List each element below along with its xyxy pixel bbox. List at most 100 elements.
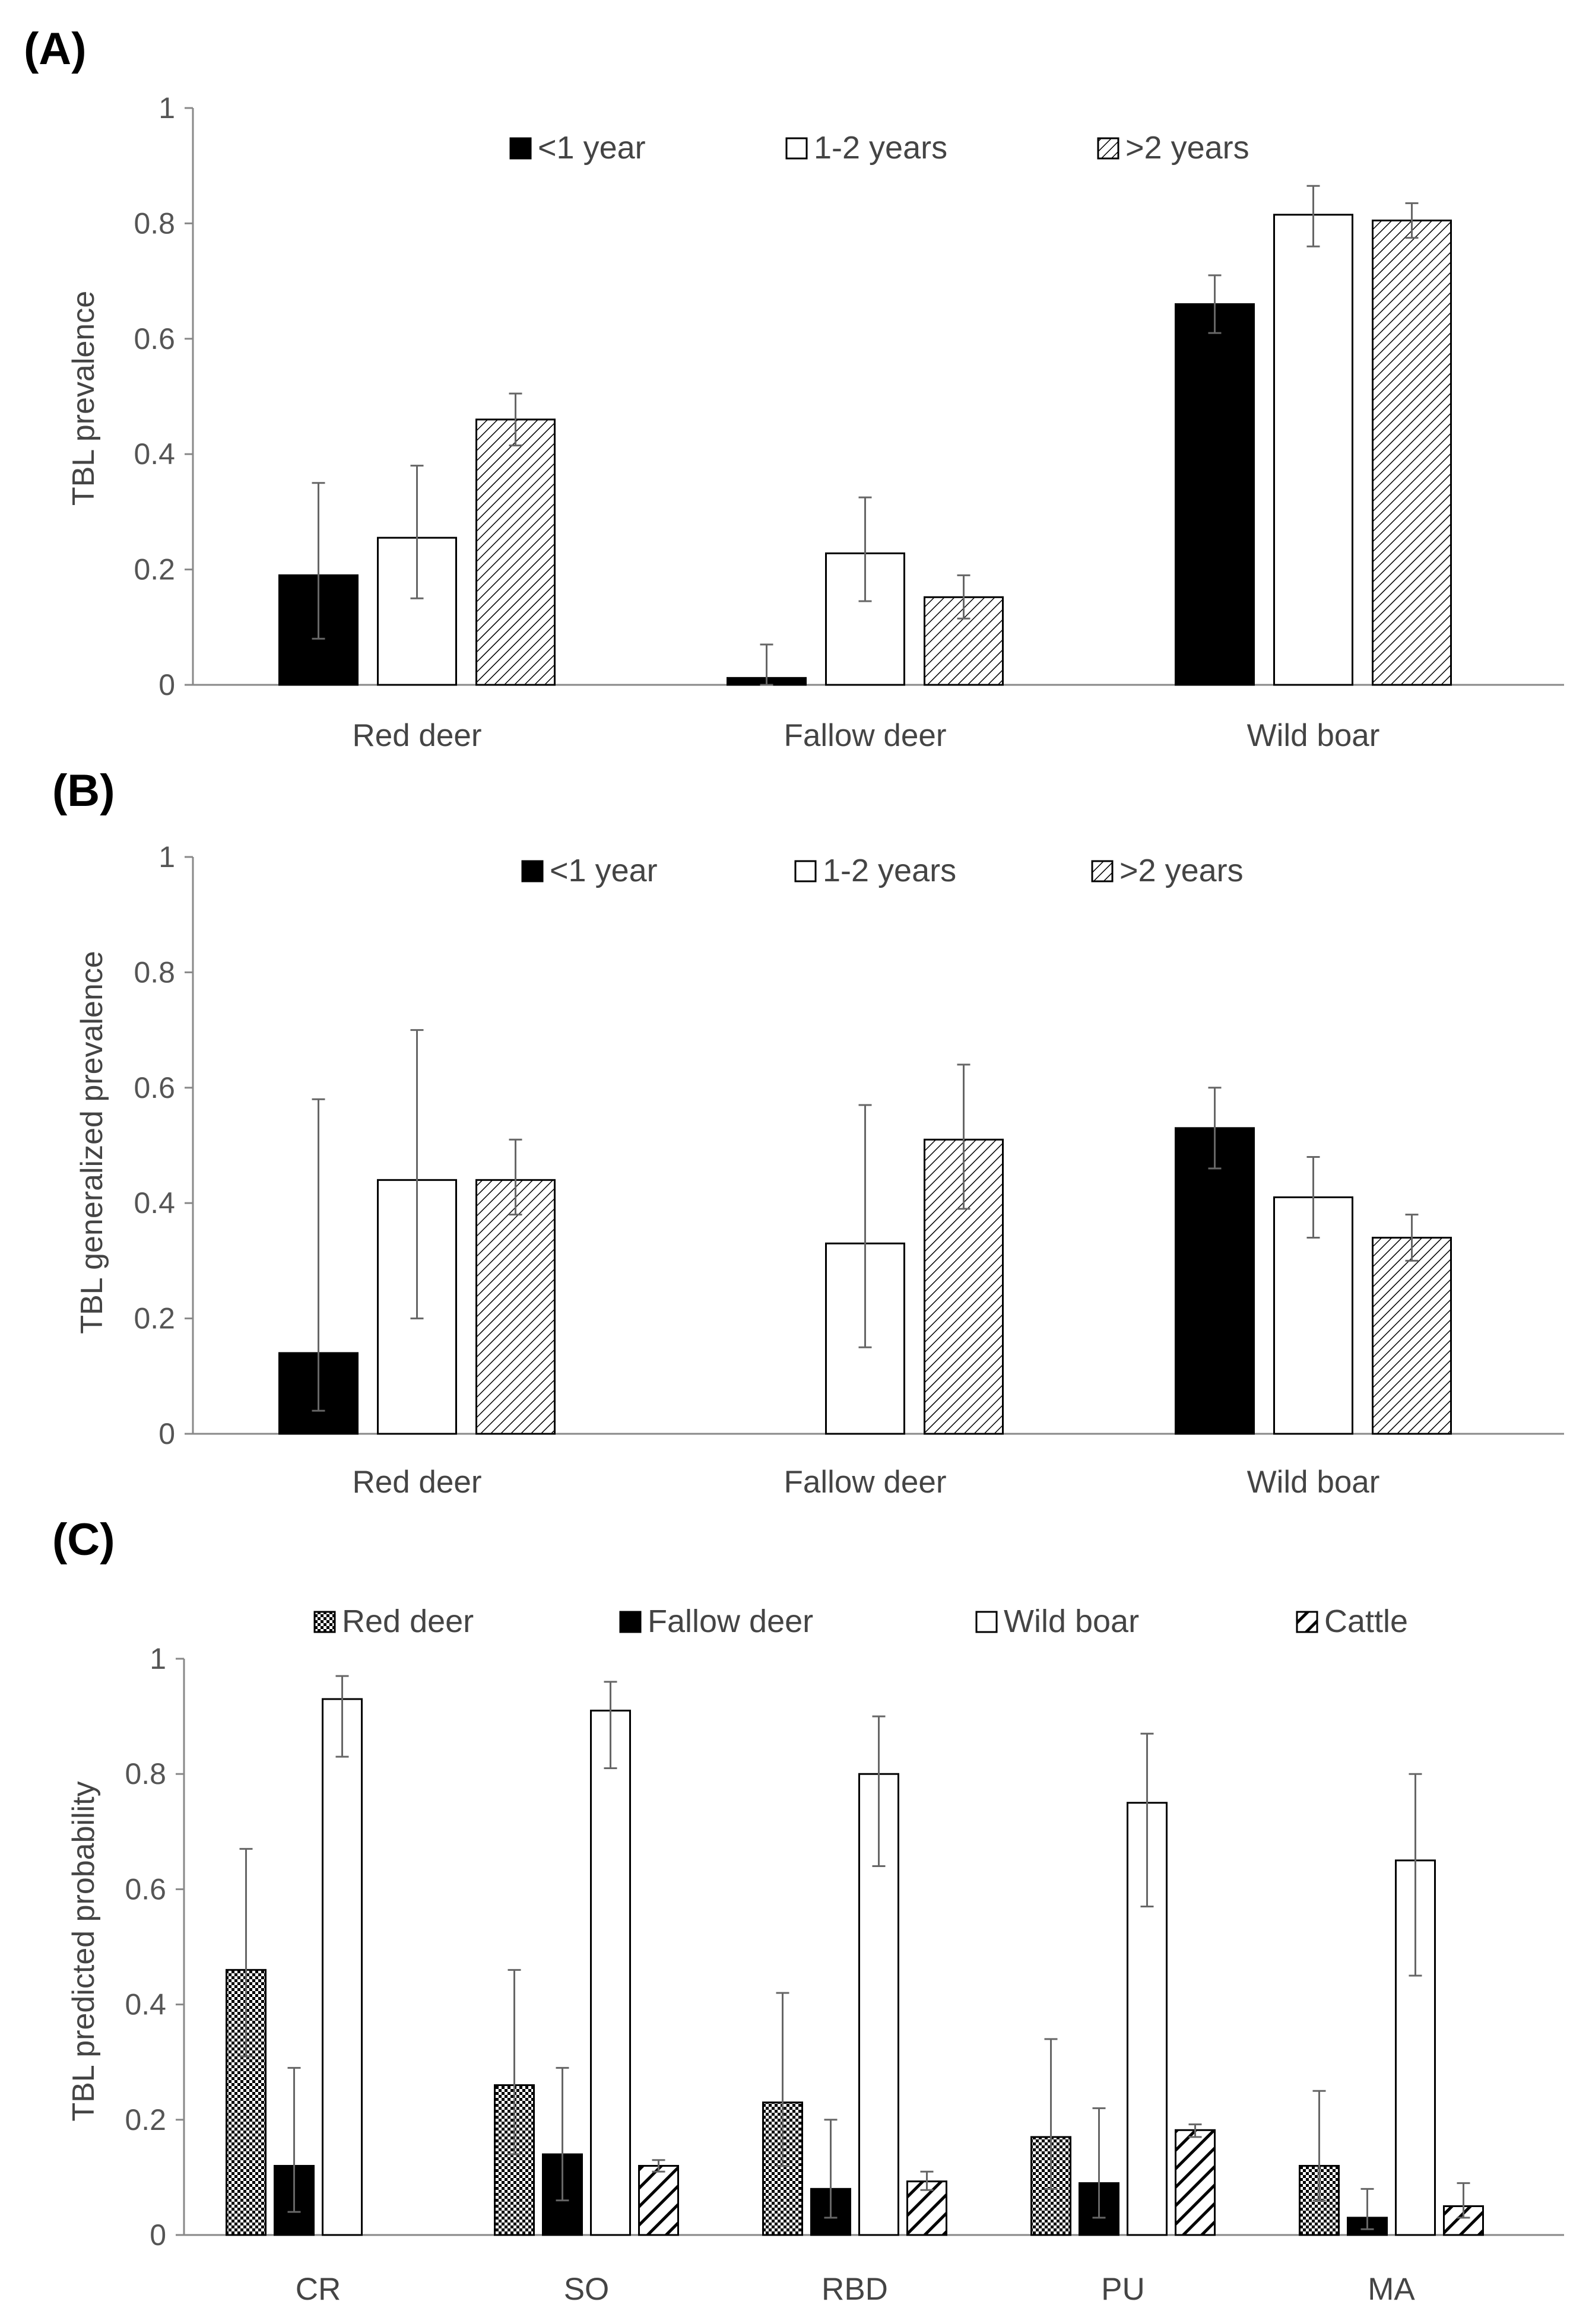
panel-c-error-bar	[287, 2066, 301, 2213]
panel-a-legend-label: <1 year	[538, 130, 646, 166]
panel-a-bar	[1273, 214, 1353, 686]
panel-c-legend-item: Wild boar	[975, 1604, 1139, 1639]
panel-b-y-tick-label: 0.4	[134, 1186, 175, 1220]
panel-c: (C) TBL predicted probability 0 0.2 0.4 0.6…	[52, 1515, 1564, 2307]
panel-b-error-bar	[1306, 1155, 1320, 1239]
panel-c-bar	[1175, 2129, 1216, 2236]
panel-b-legend-item: >2 years	[1091, 853, 1244, 888]
panel-c-legend-label: Red deer	[342, 1604, 474, 1639]
panel-c-bar	[590, 1709, 631, 2236]
panel-b-plot: 0 0.2 0.4 0.6 0.8 1 Red deer Fallow deer Wild bo…	[134, 840, 1564, 1500]
panel-c-legend-label: Cattle	[1324, 1604, 1408, 1639]
panel-c-y-tick-label: 0	[150, 2218, 166, 2252]
panel-a-legend-item: <1 year	[509, 130, 646, 166]
panel-b-legend-swatch	[521, 860, 544, 882]
panel-c-error-bar	[604, 1681, 617, 1769]
panel-c-error-bar	[1457, 2182, 1470, 2219]
panel-c-bar	[638, 2164, 679, 2236]
panel-b-legend-label: 1-2 years	[823, 853, 956, 888]
panel-c-y-axis-title: TBL predicted probability	[66, 1781, 101, 2121]
panel-a-legend-swatch	[1097, 137, 1119, 160]
panel-a-legend-label: 1-2 years	[814, 130, 947, 166]
panel-b-label: (B)	[52, 766, 115, 816]
panel-c-error-bar	[239, 1847, 253, 2058]
panel-c-label: (C)	[52, 1515, 115, 1565]
panel-b-bar	[1175, 1127, 1255, 1435]
panel-b-legend-label: >2 years	[1119, 853, 1244, 888]
panel-c-error-bar	[776, 1992, 789, 2167]
panel-b-error-bar	[957, 1063, 970, 1210]
panel-c-legend-item: Fallow deer	[619, 1604, 813, 1639]
panel-b: (B) TBL generalized prevalence 0 0.2 0.4 0.…	[52, 766, 1564, 1500]
panel-a-legend-item: >2 years	[1097, 130, 1249, 166]
panel-b-legend-item: <1 year	[521, 853, 658, 888]
panel-a-category-label: Fallow deer	[784, 718, 947, 753]
panel-b-error-bar	[312, 1098, 325, 1412]
panel-c-y-tick-label: 0.4	[125, 1988, 166, 2021]
panel-c-error-bar	[1360, 2188, 1374, 2230]
panel-a-error-bar	[760, 643, 773, 686]
panel-b-legend-label: <1 year	[550, 853, 658, 888]
panel-a-bar	[1175, 303, 1255, 686]
panel-c-error-bar	[1312, 2090, 1326, 2202]
panel-b-y-tick-label: 0.2	[134, 1302, 175, 1335]
panel-c-error-bar	[1044, 2038, 1058, 2190]
panel-c-error-bar	[920, 2170, 934, 2191]
panel-c-y-tick-label: 1	[150, 1642, 166, 1675]
panel-c-error-bar	[1140, 1732, 1154, 1908]
panel-c-y-tick-label: 0.6	[125, 1872, 166, 1906]
panel-c-error-bar	[335, 1675, 349, 1758]
panel-c-error-bar	[824, 2119, 838, 2219]
panel-c-legend-label: Fallow deer	[648, 1604, 813, 1639]
panel-c-error-bar	[508, 1969, 521, 2155]
panel-a-y-tick-label: 0.2	[134, 553, 175, 586]
panel-a: (A) TBL prevalence 0 0.2 0.4 0.6 0.8 1 Red dee…	[24, 24, 1564, 753]
panel-a-error-bar	[1405, 202, 1419, 239]
panel-a-category-label: Red deer	[352, 718, 481, 753]
panel-a-legend-swatch	[509, 137, 532, 160]
panel-b-bar	[475, 1179, 556, 1435]
panel-a-legend-swatch	[785, 137, 808, 160]
panel-a-category-label: Wild boar	[1247, 718, 1380, 753]
panel-a-error-bar	[858, 496, 872, 602]
panel-b-bar	[1372, 1237, 1452, 1435]
panel-a-y-tick-label: 0.6	[134, 322, 175, 355]
panel-c-error-bar	[556, 2066, 569, 2202]
panel-b-error-bar	[1405, 1214, 1419, 1262]
panel-c-legend-swatch	[313, 1611, 336, 1633]
panel-b-category-label: Wild boar	[1247, 1465, 1380, 1500]
panel-c-legend-item: Red deer	[313, 1604, 474, 1639]
panel-b-error-bar	[858, 1104, 872, 1348]
panel-c-category-label: SO	[564, 2272, 610, 2307]
panel-c-legend-item: Cattle	[1296, 1604, 1408, 1639]
panel-b-legend-swatch	[1091, 860, 1114, 882]
panel-c-error-bar	[872, 1715, 886, 1868]
panel-c-bar	[322, 1698, 363, 2236]
panel-a-error-bar	[1306, 185, 1320, 247]
panel-a-plot: 0 0.2 0.4 0.6 0.8 1 Red deer Fallow deer Wild bo…	[134, 91, 1564, 753]
panel-b-error-bar	[410, 1029, 424, 1320]
panel-a-error-bar	[957, 574, 970, 620]
panel-b-y-tick-label: 0.6	[134, 1071, 175, 1104]
panel-b-y-axis-title: TBL generalized prevalence	[75, 951, 109, 1334]
panel-c-error-bar	[1188, 2123, 1202, 2138]
panel-b-error-bar	[509, 1138, 522, 1216]
panel-b-category-label: Fallow deer	[784, 1465, 947, 1500]
panel-c-category-label: PU	[1101, 2272, 1145, 2307]
panel-b-legend-swatch	[794, 860, 817, 882]
panel-c-error-bar	[1409, 1773, 1422, 1977]
panel-b-category-label: Red deer	[352, 1465, 481, 1500]
panel-c-error-bar	[652, 2159, 665, 2173]
panel-c-legend-label: Wild boar	[1004, 1604, 1139, 1639]
panel-c-category-label: CR	[296, 2272, 341, 2307]
panel-c-legend-swatch	[1296, 1611, 1318, 1633]
panel-a-y-tick-label: 0.4	[134, 437, 175, 471]
panel-c-category-label: RBD	[822, 2272, 888, 2307]
panel-a-error-bar	[509, 392, 522, 447]
panel-a-label: (A)	[24, 24, 87, 74]
panel-a-error-bar	[1208, 274, 1222, 334]
panel-a-legend-label: >2 years	[1125, 130, 1249, 166]
panel-a-error-bar	[410, 465, 424, 599]
panel-b-y-tick-label: 0	[158, 1417, 175, 1450]
